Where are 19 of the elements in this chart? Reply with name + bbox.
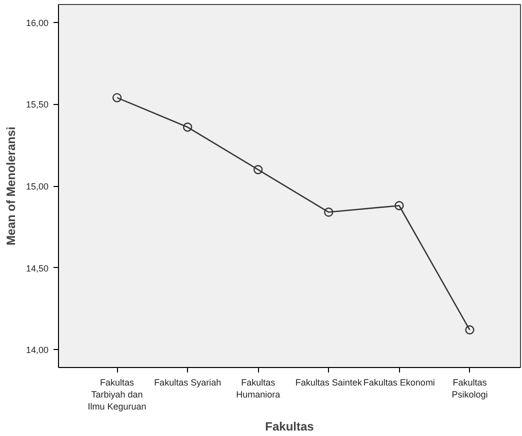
point (324, 208, 334, 217)
point (254, 165, 263, 174)
y-tick-label: 15,50 (26, 100, 49, 110)
y-tick-label: 16,00 (26, 18, 49, 28)
point (465, 325, 474, 334)
y-axis-title: Mean of Menoleransi (4, 126, 18, 246)
x-tick-label: Fakultas Tarbiyah dan Ilmu Keguruan (88, 378, 146, 412)
y-tick-label: 14,00 (26, 345, 49, 356)
x-tick-label: Fakultas Psikologi (452, 378, 488, 400)
point (112, 93, 122, 102)
point (182, 122, 192, 132)
x-tick-label: Fakultas Saintek (295, 378, 362, 388)
x-axis-title: Fakultas (265, 420, 314, 434)
y-tick-label: 15,00 (26, 182, 49, 192)
x-tick-label: Fakultas Humaniora (236, 378, 280, 400)
point (394, 201, 404, 210)
y-tick-label: 14,50 (26, 263, 49, 274)
x-tick-label: Fakultas Syariah (154, 378, 222, 388)
x-tick-label: Fakultas Ekonomi (363, 378, 435, 388)
